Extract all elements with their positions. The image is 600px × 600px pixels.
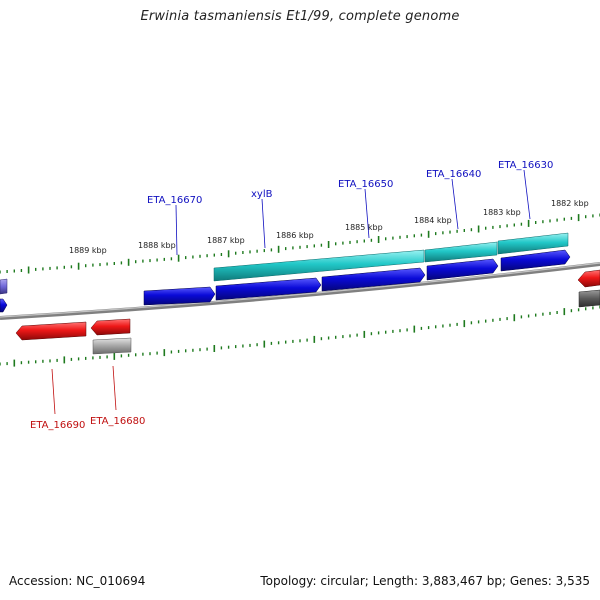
topology-text: Topology: circular; Length: 3,883,467 bp… xyxy=(260,574,590,588)
scale-labels: 1889 kbp 1888 kbp 1887 kbp 1886 kbp 1885… xyxy=(69,199,589,255)
cds-eta-16640[interactable] xyxy=(426,258,499,281)
gene-label-xylb[interactable]: xylB xyxy=(251,189,273,200)
scale-label: 1887 kbp xyxy=(207,236,245,245)
scale-label: 1885 kbp xyxy=(345,223,383,232)
gene-xylb[interactable] xyxy=(213,249,425,282)
scale-label: 1884 kbp xyxy=(414,216,452,225)
map-title: Erwinia tasmaniensis Et1/99, complete ge… xyxy=(140,9,460,24)
cds-eta-16650[interactable] xyxy=(321,267,426,292)
accession-text: Accession: NC_010694 xyxy=(9,574,146,588)
gene-edge-right-grey[interactable] xyxy=(578,289,600,308)
cds-xylb[interactable] xyxy=(215,277,322,301)
scale-label: 1889 kbp xyxy=(69,246,107,255)
scale-label: 1882 kbp xyxy=(551,199,589,208)
gene-eta-16650[interactable] xyxy=(424,241,498,263)
genome-backbone xyxy=(0,262,600,320)
cds-eta-16670[interactable] xyxy=(143,286,216,306)
gene-label-eta-16670[interactable]: ETA_16670 xyxy=(147,195,202,206)
scale-label: 1886 kbp xyxy=(276,231,314,240)
cds-edge-left[interactable] xyxy=(0,298,8,313)
cds-eta-16630[interactable] xyxy=(500,249,571,272)
gene-label-eta-16680[interactable]: ETA_16680 xyxy=(90,416,145,427)
scale-label: 1883 kbp xyxy=(483,208,521,217)
reverse-gene-track xyxy=(15,269,600,355)
gene-label-eta-16650[interactable]: ETA_16650 xyxy=(338,179,393,190)
genome-backbone-highlight xyxy=(0,262,600,318)
gene-label-eta-16640[interactable]: ETA_16640 xyxy=(426,169,481,180)
gene-edge-right-red[interactable] xyxy=(577,269,600,288)
label-connectors xyxy=(51,169,531,415)
gene-labels: ETA_16670 xylB ETA_16650 ETA_16640 ETA_1… xyxy=(30,160,553,431)
gene-label-eta-16630[interactable]: ETA_16630 xyxy=(498,160,553,171)
gene-label-eta-16690[interactable]: ETA_16690 xyxy=(30,420,85,431)
pseudogene-eta-16680[interactable] xyxy=(92,337,132,355)
gene-eta-16630[interactable] xyxy=(497,232,569,255)
outer-scale xyxy=(0,213,600,274)
gene-eta-16690[interactable] xyxy=(15,321,87,341)
forward-gene-track xyxy=(0,232,571,313)
scale-label: 1888 kbp xyxy=(138,241,176,250)
inner-scale xyxy=(0,305,600,367)
gene-eta-16680[interactable] xyxy=(90,318,131,336)
gene-edge-left[interactable] xyxy=(0,278,8,295)
